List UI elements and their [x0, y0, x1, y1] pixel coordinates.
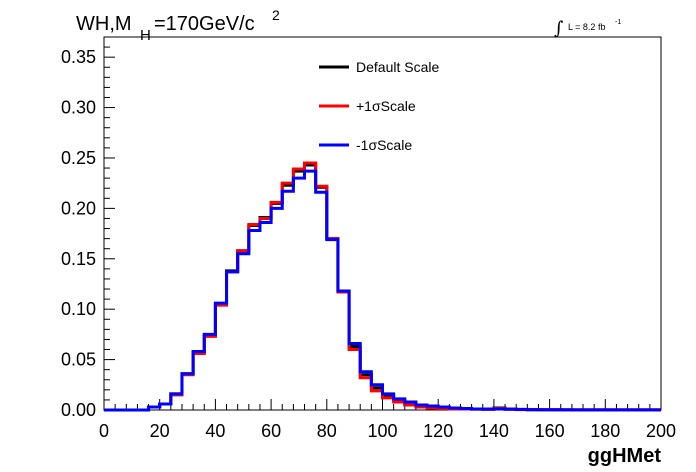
axis-tick-labels: 0 20 40 60 80 100 120 140 160 180 200 0.00 0.05 0.10 0…: [61, 47, 676, 441]
x-tick-label: 200: [646, 421, 676, 441]
x-tick-label: 160: [535, 421, 565, 441]
legend-label-minus: -1σScale: [356, 137, 412, 153]
legend-label-default: Default Scale: [356, 59, 439, 75]
y-tick-label: 0.10: [61, 299, 96, 319]
x-tick-label: 140: [479, 421, 509, 441]
lumi-integral-symbol: ∫: [554, 18, 564, 39]
lumi-superscript: -1: [615, 19, 621, 26]
chart-title-main: WH,M: [76, 13, 132, 35]
x-tick-label: 20: [150, 421, 170, 441]
lumi-label: L = 8.2 fb: [568, 22, 605, 32]
axis-ticks: [103, 36, 662, 411]
x-tick-label: 60: [261, 421, 281, 441]
y-tick-label: 0.00: [61, 400, 96, 420]
histogram-series: [104, 161, 661, 412]
plot-frame: [103, 36, 662, 411]
y-tick-label: 0.20: [61, 198, 96, 218]
y-tick-label: 0.05: [61, 350, 96, 370]
x-tick-label: 100: [367, 421, 397, 441]
y-tick-label: 0.15: [61, 249, 96, 269]
y-tick-label: 0.25: [61, 148, 96, 168]
legend-label-plus: +1σScale: [356, 98, 416, 114]
y-tick-label: 0.30: [61, 98, 96, 118]
y-tick-label: 0.35: [61, 47, 96, 67]
x-tick-label: 80: [317, 421, 337, 441]
x-tick-label: 0: [99, 421, 109, 441]
x-tick-label: 180: [590, 421, 620, 441]
x-tick-label: 120: [423, 421, 453, 441]
series-line-2: [104, 169, 661, 412]
legend: Default Scale +1σScale -1σScale: [319, 59, 439, 153]
chart-title-superscript: 2: [272, 7, 280, 23]
chart-title-subscript: H: [140, 27, 151, 44]
x-tick-label: 40: [205, 421, 225, 441]
x-axis-title: ggHMet: [588, 445, 662, 467]
chart-title-rest: =170GeV/c: [154, 13, 255, 35]
